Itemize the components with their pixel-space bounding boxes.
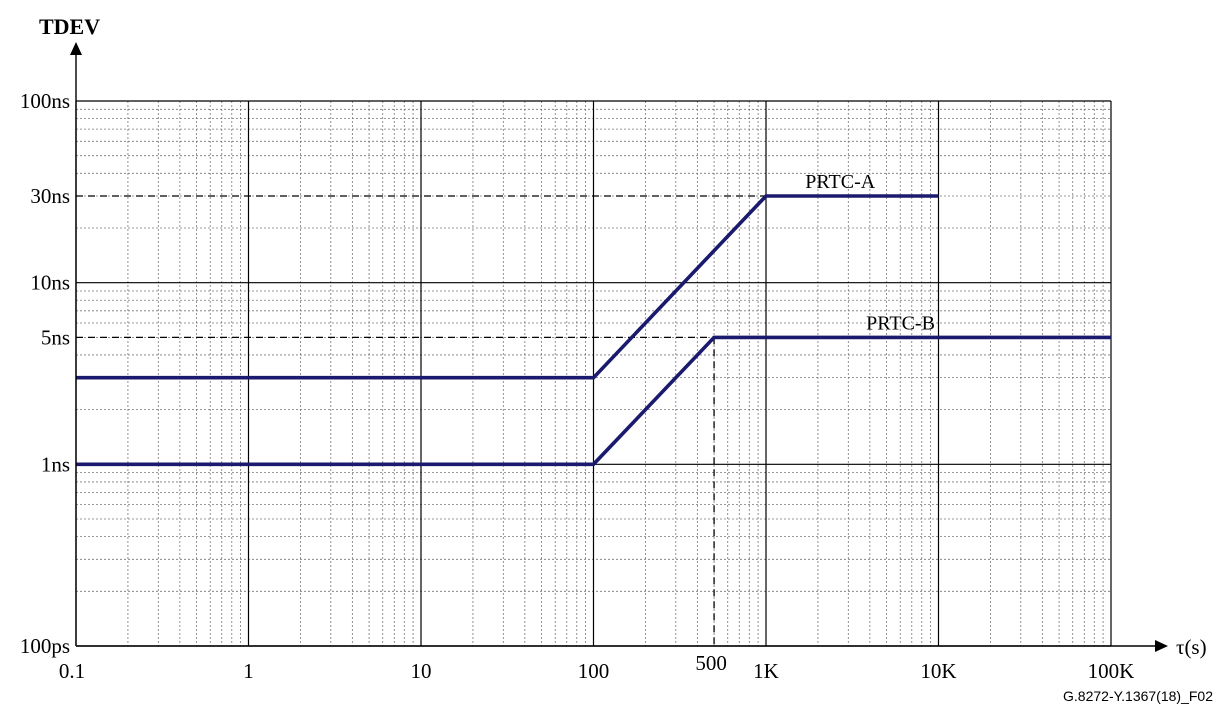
series-label-prtc-a: PRTC-A: [805, 171, 875, 193]
series-line-prtc-a: [76, 194, 939, 380]
series-label-prtc-b: PRTC-B: [866, 312, 935, 334]
x-tick-label: 0.1: [59, 659, 85, 683]
series-labels: PRTC-A PRTC-B: [805, 171, 935, 334]
x-tick-label: 10: [411, 659, 432, 683]
x-tick-label: 10K: [920, 659, 956, 683]
y-axis-arrow-icon: [70, 42, 82, 55]
x-tick-label: 1: [243, 659, 254, 683]
reference-lines: [76, 195, 766, 646]
x-tick-label: 500: [695, 651, 727, 675]
y-tick-label: 100ns: [20, 89, 70, 113]
y-tick-label: 1ns: [41, 452, 70, 476]
x-axis-title: τ(s): [1176, 635, 1207, 659]
y-tick-label: 5ns: [41, 325, 70, 349]
series-lines: [76, 194, 1111, 467]
x-tick-label: 100: [578, 659, 610, 683]
series-line-prtc-b: [76, 335, 1111, 467]
y-tick-labels: 100ps 1ns 5ns 10ns 30ns 100ns: [20, 89, 70, 658]
axes: [70, 42, 1168, 652]
x-tick-label: 100K: [1088, 659, 1135, 683]
major-grid: [75, 100, 1112, 647]
y-axis-title: TDEV: [39, 14, 100, 39]
figure-id: G.8272-Y.1367(18)_F02: [1063, 688, 1213, 704]
x-tick-labels: 0.1 1 10 100 500 1K 10K 100K: [59, 651, 1134, 683]
x-tick-label: 1K: [753, 659, 779, 683]
y-tick-label: 100ps: [20, 634, 70, 658]
x-axis-arrow-icon: [1155, 640, 1168, 652]
y-tick-label: 30ns: [30, 184, 70, 208]
y-tick-label: 10ns: [30, 271, 70, 295]
